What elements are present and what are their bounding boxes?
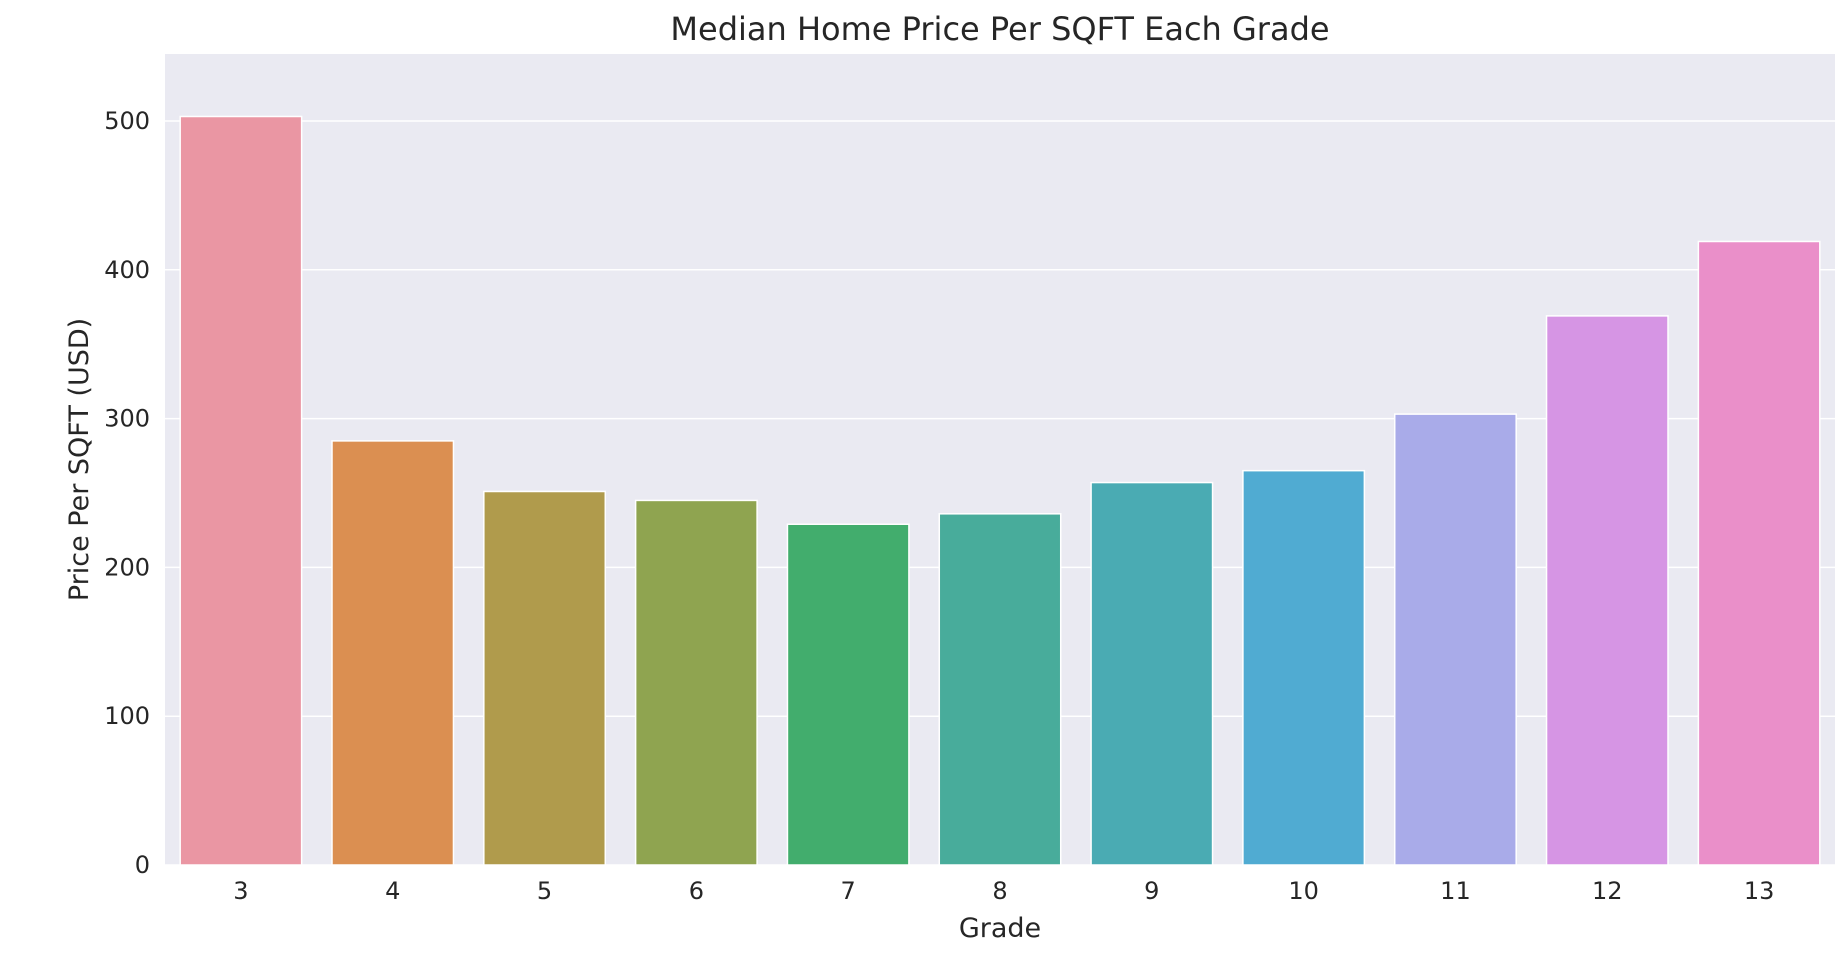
- bars: [179, 115, 1821, 866]
- x-axis-label: Grade: [959, 913, 1041, 944]
- y-tick-label: 500: [104, 107, 150, 135]
- x-tick-label: 8: [992, 877, 1007, 905]
- y-tick-label: 0: [135, 851, 150, 879]
- x-tick-label: 3: [233, 877, 248, 905]
- x-tick-label: 12: [1592, 877, 1623, 905]
- bar-grade-10: [1242, 469, 1366, 866]
- x-tick-label: 6: [689, 877, 704, 905]
- x-tick-label: 5: [537, 877, 552, 905]
- chart-title: Median Home Price Per SQFT Each Grade: [670, 10, 1329, 48]
- x-tick-label: 4: [385, 877, 400, 905]
- bar-grade-4: [331, 440, 455, 866]
- bar-grade-3: [179, 115, 303, 866]
- x-tick-label: 7: [841, 877, 856, 905]
- y-tick-label: 400: [104, 256, 150, 284]
- y-axis-label: Price Per SQFT (USD): [64, 318, 95, 601]
- y-tick-label: 300: [104, 405, 150, 433]
- x-tick-label: 10: [1288, 877, 1319, 905]
- y-tick-label: 100: [104, 702, 150, 730]
- bar-grade-9: [1090, 481, 1214, 866]
- bar-grade-7: [786, 523, 910, 866]
- bar-grade-8: [938, 513, 1062, 866]
- y-tick-label: 200: [104, 553, 150, 581]
- x-tick-label: 13: [1744, 877, 1775, 905]
- bar-grade-12: [1545, 315, 1669, 866]
- bar-grade-6: [634, 499, 758, 866]
- bar-grade-11: [1393, 413, 1517, 866]
- bar-grade-13: [1697, 240, 1821, 866]
- bar-grade-5: [483, 490, 607, 866]
- y-axis-ticks: 0 100 200 300 400 500: [104, 107, 150, 879]
- x-axis-ticks: 3 4 5 6 7 8 9 10 11 12 13: [233, 877, 1774, 905]
- x-tick-label: 9: [1144, 877, 1159, 905]
- x-tick-label: 11: [1440, 877, 1471, 905]
